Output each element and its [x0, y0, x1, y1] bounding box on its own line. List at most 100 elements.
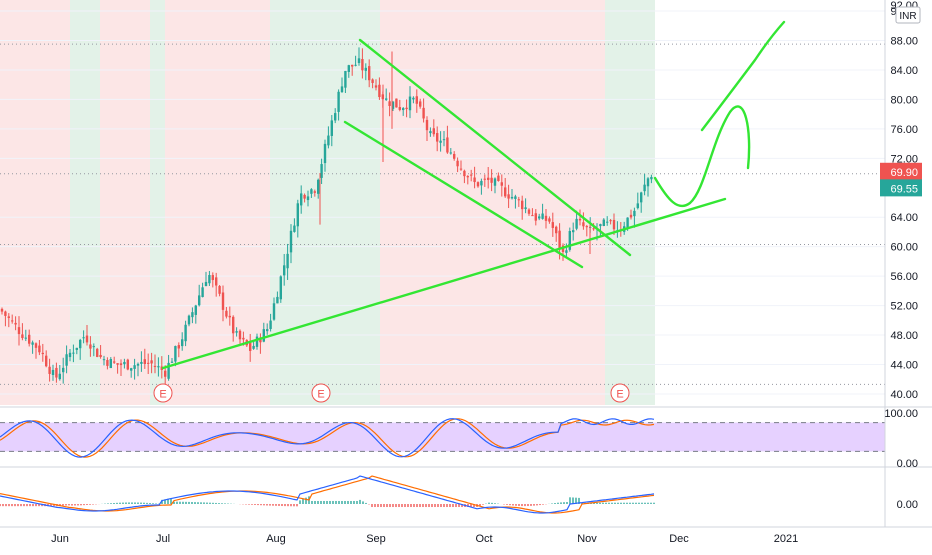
earnings-label: E [317, 389, 324, 401]
candle-body [126, 359, 129, 370]
stoch-tick-label: 100.00 [884, 408, 918, 420]
y-tick-label: 76.00 [890, 124, 918, 136]
candle-body [585, 226, 588, 228]
candle-body [368, 66, 371, 81]
candle-body [184, 324, 187, 342]
candle-body [140, 361, 143, 364]
candle-body [21, 334, 24, 339]
candle-body [164, 370, 167, 377]
candle-body [249, 342, 252, 351]
candle-body [28, 334, 31, 344]
candle-body [340, 86, 344, 93]
candle-body [303, 194, 306, 199]
candle-body [582, 222, 585, 227]
candle-body [548, 218, 551, 222]
candle-body [232, 316, 235, 334]
candle-body [157, 366, 160, 368]
candle-body [147, 362, 150, 364]
candle-body [194, 305, 197, 315]
y-tick-label: 56.00 [890, 271, 918, 283]
price-label: 69.55 [890, 183, 918, 195]
candle-body [408, 96, 412, 111]
candle-body [48, 366, 51, 374]
candle-body [4, 311, 7, 316]
candlesticks[interactable] [0, 47, 653, 389]
candle-body [123, 361, 126, 365]
candle-body [480, 180, 483, 186]
stoch-tick-label: 0.00 [897, 458, 918, 470]
trend-line [161, 197, 727, 370]
candle-body [497, 175, 500, 181]
candle-body [7, 316, 10, 318]
earnings-label: E [616, 389, 623, 401]
candle-body [395, 98, 398, 108]
candle-body [643, 184, 646, 192]
candle-body [371, 79, 374, 83]
x-tick-label: 2021 [774, 533, 798, 545]
candle-body [181, 339, 184, 347]
y-tick-label: 60.00 [890, 242, 918, 254]
y-tick-label: 52.00 [890, 301, 918, 313]
candle-body [228, 315, 231, 318]
gridlines [0, 10, 885, 395]
candle-body [436, 133, 439, 142]
candle-body [388, 101, 391, 106]
candle-body [429, 131, 432, 134]
candle-body [38, 345, 41, 353]
candle-body [201, 287, 204, 298]
candle-body [72, 352, 75, 354]
x-tick-label: Oct [475, 533, 492, 545]
candle-body [487, 177, 490, 180]
price-label-bg [880, 162, 922, 180]
candle-body [130, 368, 133, 371]
candle-body [215, 277, 218, 286]
zone-bull [150, 0, 165, 405]
stoch-k-line [0, 418, 655, 458]
candle-body [160, 366, 163, 370]
y-tick-label: 84.00 [890, 65, 918, 77]
candle-body [11, 320, 14, 322]
candle-body [565, 250, 568, 253]
candle-body [55, 367, 58, 378]
candle-body [218, 286, 221, 294]
candle-body [109, 359, 112, 369]
candle-body [262, 329, 265, 342]
candle-body [62, 367, 65, 373]
candle-body [646, 178, 650, 187]
candle-body [102, 359, 106, 361]
time-axis: Jun Jul Aug Sep Oct Nov Dec 2021 [51, 533, 798, 545]
candle-body [317, 179, 320, 194]
candle-body [354, 64, 357, 66]
earnings-marker-icon [311, 383, 331, 403]
candle-body [378, 84, 381, 98]
candle-body [609, 220, 612, 222]
candle-body [150, 360, 153, 364]
candle-body [334, 113, 337, 121]
candle-body [357, 58, 361, 64]
candle-body [238, 330, 242, 340]
candle-body [524, 207, 527, 210]
y-tick-label: 44.00 [890, 360, 918, 372]
candle-body [208, 275, 211, 284]
candle-body [374, 85, 378, 88]
macd-tick-label: 0.00 [897, 499, 918, 511]
candle-body [119, 363, 123, 366]
candle-body [306, 196, 310, 201]
candle-body [286, 253, 289, 269]
candle-body [269, 320, 272, 329]
candle-body [31, 342, 34, 345]
candle-body [323, 143, 327, 164]
candle-body [0, 308, 4, 312]
candle-body [364, 67, 367, 71]
earnings-marker-icon [153, 383, 173, 403]
candle-body [626, 217, 629, 229]
candle-body [310, 189, 313, 194]
y-tick-label: 40.00 [890, 389, 918, 401]
candle-body [592, 228, 595, 230]
candle-body [555, 226, 558, 234]
candle-body [510, 196, 514, 199]
candle-body [453, 153, 456, 159]
candle-body [255, 336, 259, 347]
